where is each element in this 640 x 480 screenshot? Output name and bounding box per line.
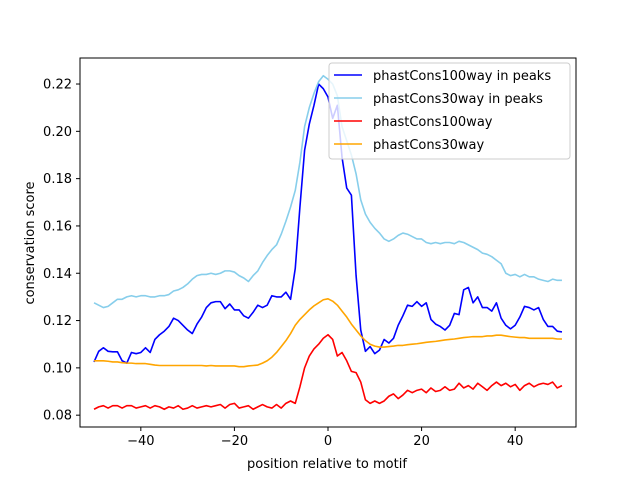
legend-label-3: phastCons30way <box>373 138 485 153</box>
y-tick-label: 0.14 <box>43 267 72 282</box>
x-tick-label: −40 <box>127 434 154 449</box>
y-axis-label: conservation score <box>23 181 38 304</box>
y-tick-label: 0.20 <box>43 125 72 140</box>
x-tick-label: 0 <box>324 434 332 449</box>
y-tick-label: 0.16 <box>43 219 72 234</box>
y-tick-label: 0.10 <box>43 361 72 376</box>
legend-box <box>328 62 571 160</box>
legend: phastCons100way in peaks phastCons30way i… <box>328 62 571 160</box>
y-tick-label: 0.22 <box>43 78 72 93</box>
x-axis-ticks: −40 −20 0 20 40 <box>127 427 523 449</box>
legend-label-2: phastCons100way <box>373 115 493 130</box>
series-line-3 <box>94 298 562 368</box>
y-tick-label: 0.08 <box>43 409 72 424</box>
x-axis-label: position relative to motif <box>247 457 407 472</box>
y-tick-label: 0.18 <box>43 172 72 187</box>
y-axis-ticks: 0.08 0.10 0.12 0.14 0.16 0.18 0.20 0.22 <box>43 78 80 424</box>
series-lines <box>93 74 563 411</box>
series-line-2 <box>93 333 563 411</box>
y-tick-label: 0.12 <box>43 314 72 329</box>
legend-label-1: phastCons30way in peaks <box>373 92 543 107</box>
x-tick-label: −20 <box>221 434 248 449</box>
legend-label-0: phastCons100way in peaks <box>373 69 551 84</box>
x-tick-label: 20 <box>413 434 430 449</box>
series-line-0 <box>93 83 563 364</box>
series-line-1 <box>93 74 562 309</box>
x-tick-label: 40 <box>507 434 524 449</box>
